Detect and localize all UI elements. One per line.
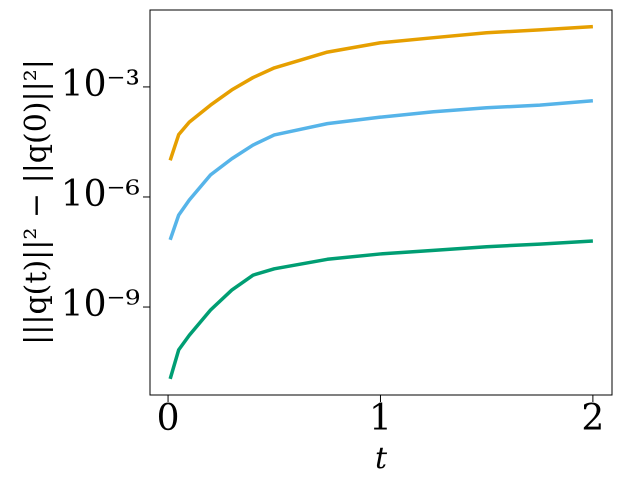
y-tick-label: 10⁻⁶ (61, 174, 140, 215)
line (168, 239, 593, 380)
x-tick-label: 2 (581, 398, 604, 439)
y-axis-label: |||q(t)||² − ||q(0)||²| (19, 59, 54, 345)
y-tick-label: 10⁻³ (61, 64, 140, 105)
y-tick-label: 10⁻⁹ (61, 284, 140, 325)
line (168, 24, 593, 161)
x-tick-label: 1 (369, 398, 392, 439)
plot-frame (149, 9, 613, 396)
line (168, 99, 594, 241)
x-tick-label: 0 (157, 398, 180, 439)
x-axis-label: t (375, 441, 388, 476)
